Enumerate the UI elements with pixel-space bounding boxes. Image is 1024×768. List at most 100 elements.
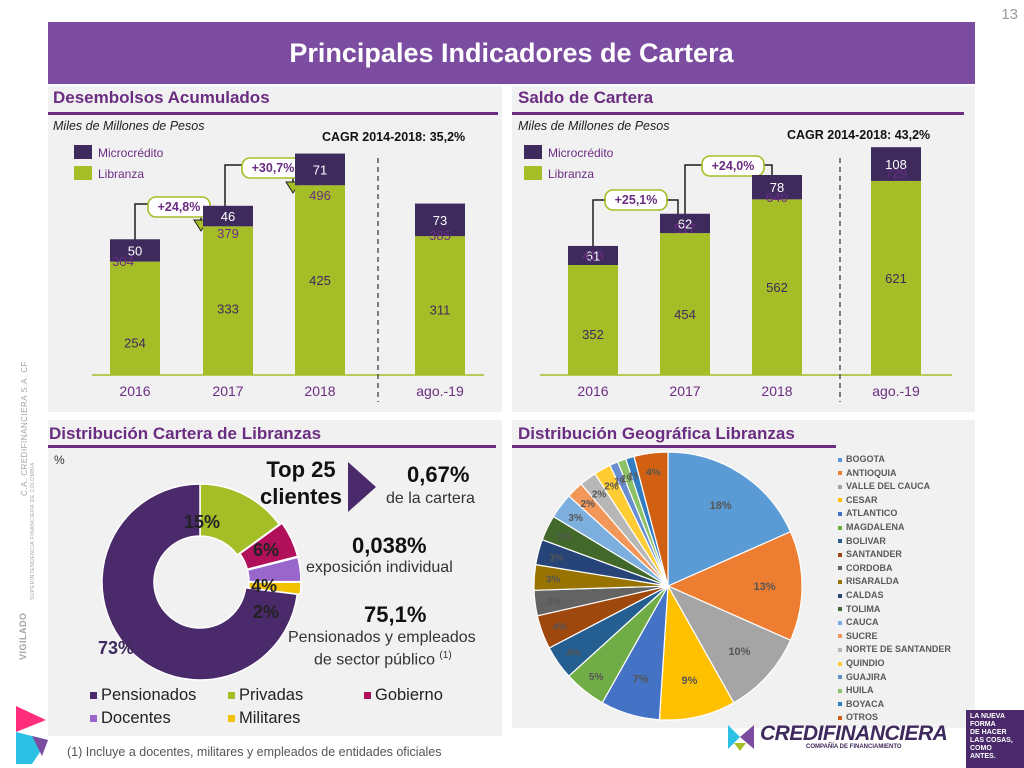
geo-legend-swatch — [838, 661, 842, 666]
top25-line2: clientes — [260, 484, 342, 509]
value-label-microcredito: 108 — [885, 157, 907, 172]
geo-legend-swatch — [838, 634, 842, 639]
donut-value-label: 4% — [251, 576, 277, 596]
geo-legend-swatch — [838, 648, 842, 653]
geo-slice — [658, 583, 735, 721]
geo-legend-item: CESAR — [838, 495, 878, 505]
growth-label-1: +25,1% — [615, 193, 658, 207]
legend-item-privadas: Privadas — [228, 686, 303, 705]
geo-legend-item: VALLE DEL CAUCA — [838, 481, 930, 491]
geo-legend-swatch — [838, 702, 842, 707]
slogan-line: ANTES. — [970, 753, 996, 760]
value-label-libranza: 333 — [217, 302, 239, 317]
geo-value-label: 4% — [553, 622, 568, 633]
geo-legend-item: OTROS — [838, 712, 878, 722]
geo-legend-item: BOGOTA — [838, 454, 885, 464]
donut-slice — [238, 522, 299, 571]
libranzas-underline — [48, 445, 496, 448]
geo-legend-item: SANTANDER — [838, 549, 902, 559]
geo-legend-item: GUAJIRA — [838, 672, 887, 682]
geo-legend-label: HUILA — [846, 685, 874, 696]
legend-marker — [364, 692, 371, 700]
geo-value-label: 1% — [628, 472, 643, 483]
geo-legend-label: CAUCA — [846, 617, 879, 628]
donut-value-label: 6% — [253, 540, 279, 560]
desembolsos-underline — [48, 112, 498, 115]
value-label-microcredito: 50 — [128, 243, 142, 258]
geo-legend-label: NORTE DE SANTANDER — [846, 644, 951, 655]
desembolsos-title: Desembolsos Acumulados — [53, 88, 270, 107]
logo-name: CREDIFINANCIERA — [760, 722, 948, 745]
geo-legend-swatch — [838, 525, 842, 530]
geo-legend-swatch — [838, 716, 842, 721]
geo-value-label: 18% — [710, 500, 732, 512]
category-tick-label: 2016 — [119, 383, 150, 399]
credifinanciera-mark-icon — [728, 725, 754, 751]
geo-legend-item: NORTE DE SANTANDER — [838, 644, 951, 654]
stat-top25-label: de la cartera — [386, 490, 475, 507]
geo-underline — [512, 445, 836, 448]
geo-legend-label: SANTANDER — [846, 549, 902, 560]
value-label-microcredito: 61 — [586, 248, 600, 263]
geo-title: Distribución Geográfica Libranzas — [518, 424, 795, 443]
total-label: 640 — [766, 190, 788, 205]
footnote-ref: (1) — [439, 650, 452, 661]
bar-microcredito — [871, 147, 921, 181]
geo-legend-swatch — [838, 675, 842, 680]
category-tick-label: 2017 — [212, 383, 243, 399]
legend-marker — [90, 715, 97, 723]
credifinanciera-logo: CREDIFINANCIERA COMPAÑÍA DE FINANCIAMIEN… — [726, 720, 948, 756]
geo-legend-swatch — [838, 471, 842, 476]
category-tick-label: ago.-19 — [872, 383, 920, 399]
geo-legend-swatch — [838, 607, 842, 612]
bar-microcredito — [110, 239, 160, 262]
geo-legend-item: CALDAS — [838, 590, 884, 600]
slogan-line: LAS COSAS, — [970, 737, 1013, 744]
desembolsos-subtitle: Miles de Millones de Pesos — [53, 119, 205, 133]
geo-legend-item: ATLANTICO — [838, 508, 897, 518]
bar-libranza — [203, 226, 253, 375]
legend-label-libranza: Libranza — [98, 167, 145, 181]
legend-marker — [228, 715, 235, 723]
legend-label-libranza-2: Libranza — [548, 167, 595, 181]
legend-swatch-libranza-2 — [524, 166, 542, 180]
geo-legend-label: ATLANTICO — [846, 508, 898, 519]
bar-microcredito — [203, 205, 253, 227]
geo-value-label: 10% — [728, 646, 750, 658]
geo-legend-label: CORDOBA — [846, 562, 893, 573]
donut-value-label: 73% — [98, 638, 134, 658]
donut-slice — [101, 483, 299, 681]
top25-arrow — [348, 462, 376, 512]
category-tick-label: 2018 — [761, 383, 792, 399]
logo-tagline: COMPAÑÍA DE FINANCIAMIENTO — [806, 744, 902, 750]
geo-value-label: 2% — [592, 490, 607, 501]
value-label-microcredito: 73 — [433, 213, 447, 228]
stat-public-value: 75,1% — [364, 602, 427, 627]
geo-legend-label: QUINDIO — [846, 658, 885, 668]
legend-item-docentes: Docentes — [90, 709, 171, 728]
growth-label-2: +30,7% — [252, 161, 295, 175]
geo-value-label: 3% — [549, 553, 564, 564]
side-superintendencia: SUPERINTENDENCIA FINANCIERA DE COLOMBIA — [30, 462, 36, 600]
geo-value-label: 3% — [546, 575, 561, 586]
value-label-libranza: 425 — [309, 273, 331, 288]
bar-microcredito — [660, 213, 710, 234]
geo-legend-item: CORDOBA — [838, 563, 893, 573]
geo-value-label: 1% — [621, 474, 636, 485]
slogan-line: FORMA — [970, 721, 996, 728]
total-label: 379 — [217, 226, 239, 241]
donut-unit: % — [54, 453, 65, 467]
donut-value-label: 15% — [184, 512, 220, 532]
geo-slice — [666, 584, 792, 704]
footnote: (1) Incluye a docentes, militares y empl… — [67, 745, 442, 759]
page-number: 13 — [1001, 6, 1018, 23]
bar-libranza — [110, 261, 160, 375]
legend-item-pensionados: Pensionados — [90, 686, 196, 705]
geo-legend-item: TOLIMA — [838, 604, 880, 614]
geo-legend-label: BOGOTA — [846, 454, 885, 464]
legend-swatch-libranza — [74, 166, 92, 180]
bar-libranza — [871, 180, 921, 375]
geo-legend-swatch — [838, 512, 842, 517]
stat-top25-value: 0,67% — [407, 462, 470, 487]
